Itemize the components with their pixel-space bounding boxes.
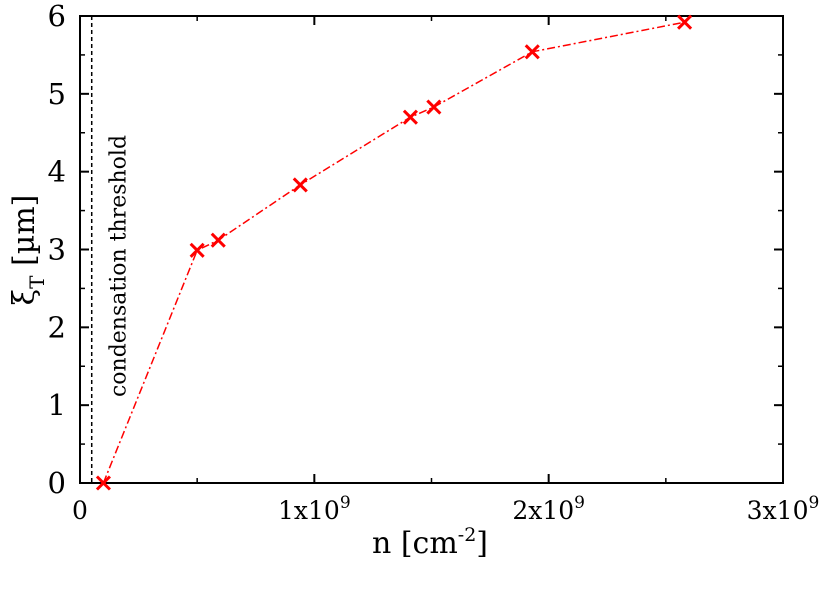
data-point: [189, 242, 205, 258]
x-axis: 0 1x109 2x109 3x109: [72, 16, 819, 525]
plot-frame: [79, 15, 784, 484]
x-tick-label: 1x109: [278, 493, 351, 525]
y-tick-label: 3: [48, 233, 66, 267]
y-tick-label: 6: [48, 0, 66, 33]
series-group: [95, 14, 693, 491]
x-tick-label: 2x109: [512, 493, 585, 525]
data-point: [292, 177, 308, 193]
x-tick-label: 0: [72, 496, 88, 525]
y-axis: 0 1 2 3 4 5 6: [48, 0, 783, 500]
data-point: [210, 232, 226, 248]
y-tick-label: 4: [48, 155, 66, 189]
data-point: [677, 14, 693, 30]
threshold-label: condensation threshold: [107, 135, 132, 397]
threshold-group: condensation threshold: [90, 16, 132, 483]
y-axis-label: ξT [µm]: [7, 195, 49, 306]
data-point: [95, 475, 111, 491]
x-axis-label: n [cm-2]: [372, 524, 488, 561]
y-tick-label: 1: [48, 388, 66, 422]
y-tick-label: 0: [48, 466, 66, 500]
y-tick-label: 5: [48, 77, 66, 111]
y-tick-label: 2: [48, 310, 66, 344]
data-point: [524, 44, 540, 60]
x-tick-label: 3x109: [747, 493, 820, 525]
series-line: [102, 21, 685, 484]
data-point: [402, 109, 418, 125]
data-point: [426, 99, 442, 115]
